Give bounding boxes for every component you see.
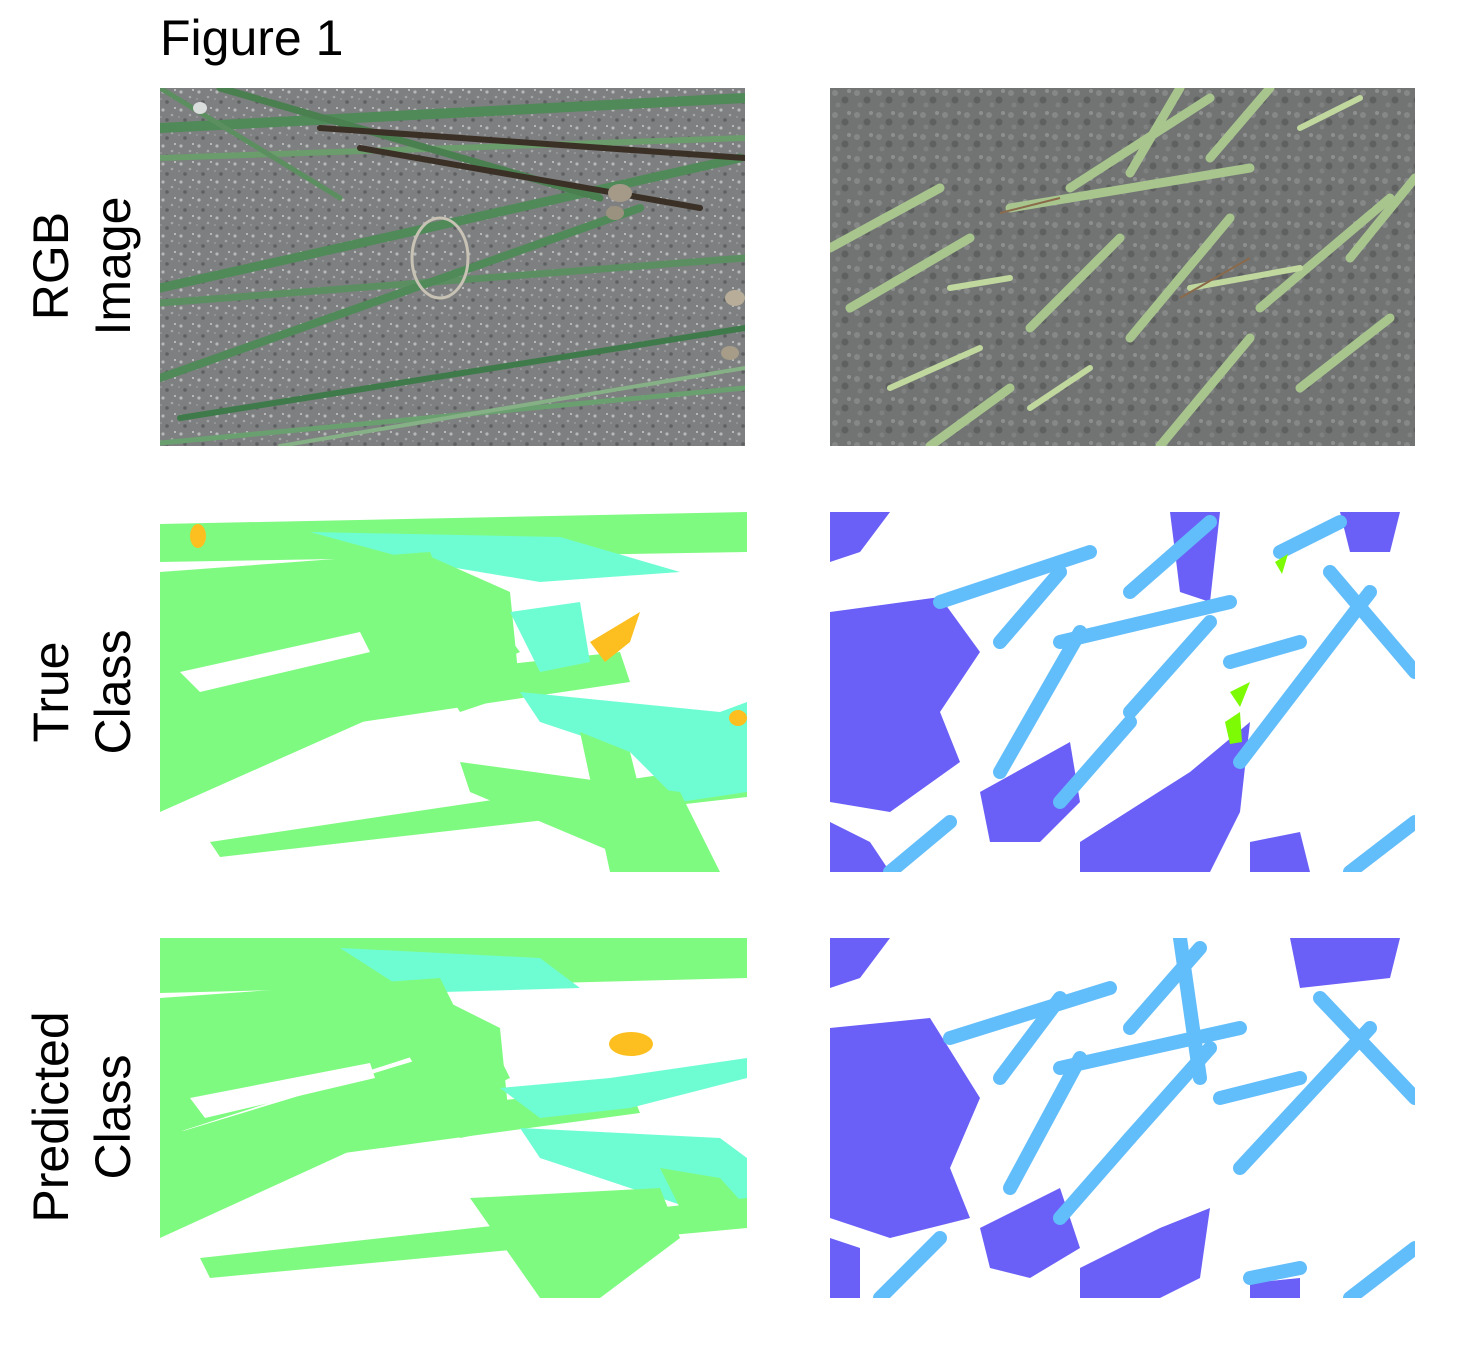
row-label-line2: Class — [85, 1054, 141, 1180]
row-label-line2: Class — [85, 629, 141, 755]
figure-title: Figure 1 — [160, 10, 344, 66]
row-label-predicted-class: Predicted Class — [17, 1011, 147, 1222]
row-label-line1: True — [23, 641, 79, 743]
true-class-mask-grass — [160, 512, 747, 872]
predicted-class-mask-succulent — [830, 938, 1415, 1298]
row-label-rgb-image: RGB Image — [17, 166, 147, 366]
row-label-true-class: True Class — [17, 592, 147, 792]
true-class-mask-succulent — [830, 512, 1415, 872]
row-label-line2: Image — [85, 196, 141, 336]
row-label-line1: RGB — [23, 211, 79, 321]
row-label-line1: Predicted — [23, 1011, 79, 1223]
rgb-image-grass — [160, 88, 745, 446]
predicted-class-mask-grass — [160, 938, 747, 1298]
rgb-image-succulent — [830, 88, 1415, 446]
